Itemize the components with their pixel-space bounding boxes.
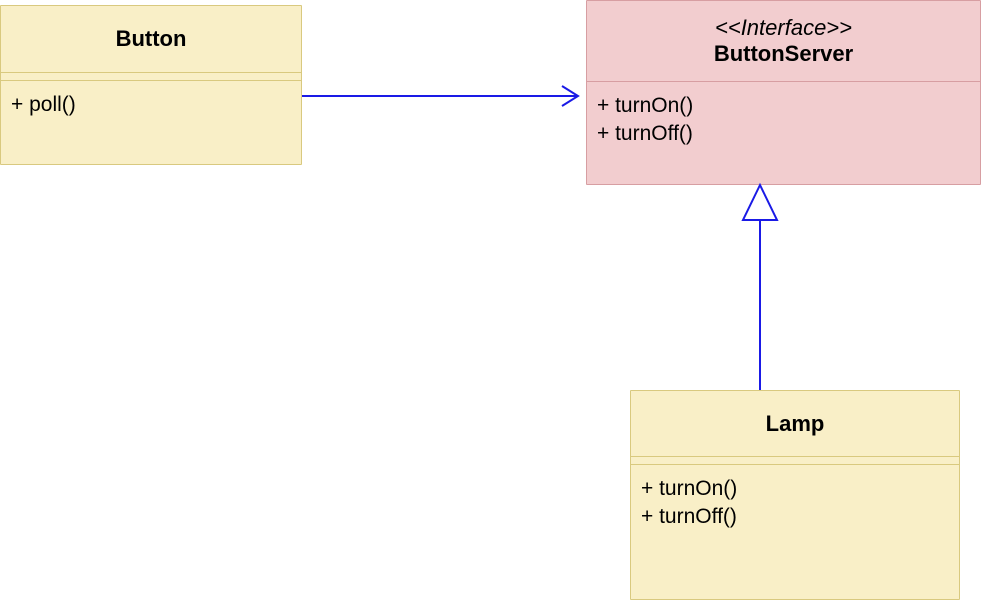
edge-button-to-server xyxy=(302,86,578,106)
method-turnoff-lamp: + turnOff() xyxy=(641,503,949,531)
interface-methods-buttonserver: + turnOn() + turnOff() xyxy=(587,81,980,159)
uml-canvas: Button + poll() <<Interface>> ButtonServ… xyxy=(0,0,1006,605)
class-box-button: Button + poll() xyxy=(0,5,302,165)
edge-lamp-to-server xyxy=(743,185,777,390)
class-title-lamp: Lamp xyxy=(631,391,959,456)
method-turnon-server: + turnOn() xyxy=(597,92,970,120)
class-attributes-button xyxy=(1,72,301,80)
class-name-button: Button xyxy=(7,26,295,52)
class-attributes-lamp xyxy=(631,456,959,464)
method-poll: + poll() xyxy=(11,91,291,119)
class-methods-lamp: + turnOn() + turnOff() xyxy=(631,464,959,542)
interface-box-buttonserver: <<Interface>> ButtonServer + turnOn() + … xyxy=(586,0,981,185)
interface-name-buttonserver: ButtonServer xyxy=(593,41,974,67)
method-turnoff-server: + turnOff() xyxy=(597,120,970,148)
class-methods-button: + poll() xyxy=(1,80,301,129)
interface-title-buttonserver: <<Interface>> ButtonServer xyxy=(587,1,980,81)
class-title-button: Button xyxy=(1,6,301,72)
method-turnon-lamp: + turnOn() xyxy=(641,475,949,503)
class-name-lamp: Lamp xyxy=(637,411,953,437)
class-box-lamp: Lamp + turnOn() + turnOff() xyxy=(630,390,960,600)
interface-stereotype: <<Interface>> xyxy=(593,15,974,41)
